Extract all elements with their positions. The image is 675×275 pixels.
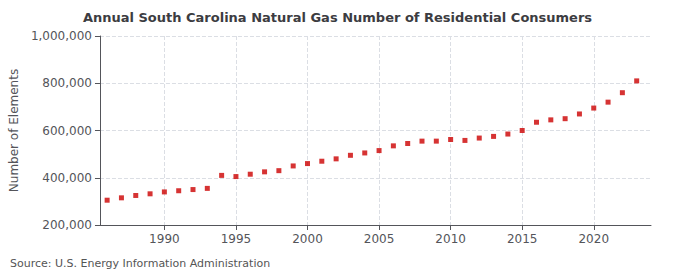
svg-text:Annual South Carolina Natural: Annual South Carolina Natural Gas Number… xyxy=(83,10,592,25)
svg-text:Source: U.S. Energy Informatio: Source: U.S. Energy Information Administ… xyxy=(10,257,270,270)
svg-text:2000: 2000 xyxy=(292,232,323,246)
svg-text:2010: 2010 xyxy=(435,232,466,246)
svg-text:2005: 2005 xyxy=(364,232,395,246)
svg-text:800,000: 800,000 xyxy=(42,76,92,90)
svg-text:1,000,000: 1,000,000 xyxy=(31,29,92,43)
svg-text:2015: 2015 xyxy=(507,232,538,246)
svg-text:1990: 1990 xyxy=(149,232,180,246)
svg-text:400,000: 400,000 xyxy=(42,171,92,185)
svg-text:600,000: 600,000 xyxy=(42,124,92,138)
svg-text:1995: 1995 xyxy=(221,232,252,246)
svg-text:2020: 2020 xyxy=(578,232,609,246)
svg-text:Number of Elements: Number of Elements xyxy=(7,69,21,192)
svg-text:200,000: 200,000 xyxy=(42,218,92,232)
